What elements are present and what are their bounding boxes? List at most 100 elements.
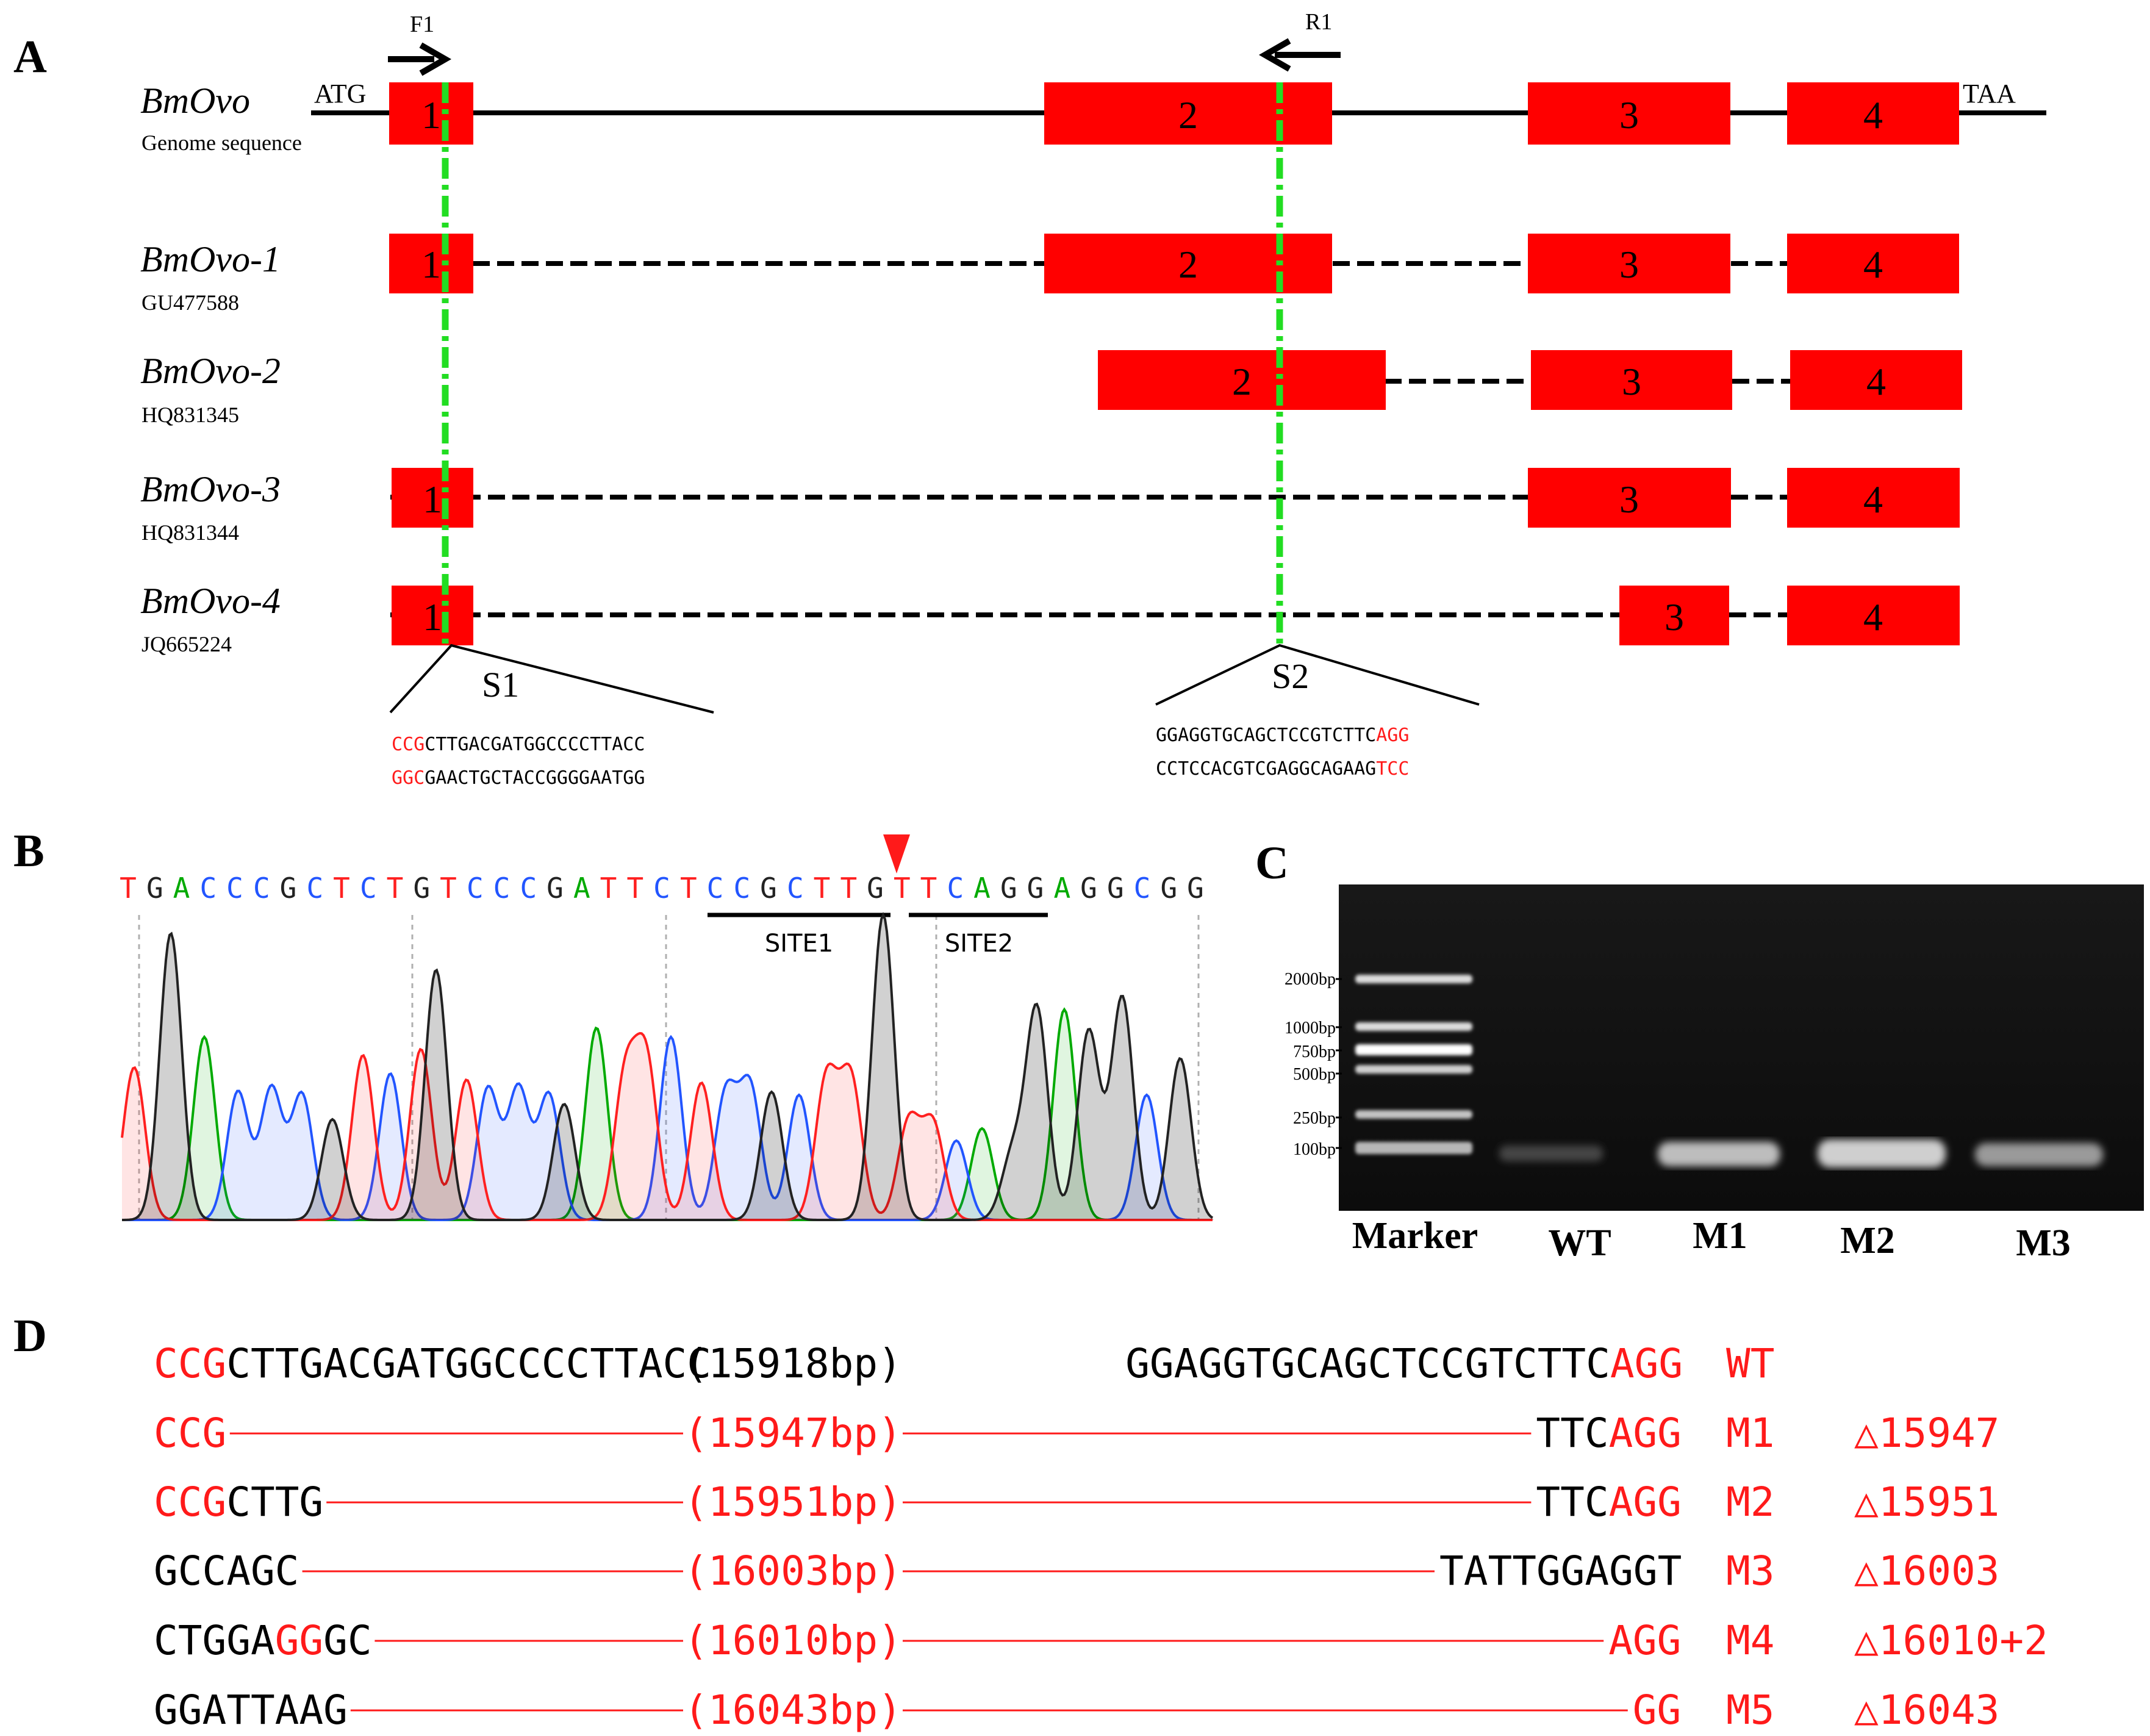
deletion-annotation: △15947	[1854, 1410, 1999, 1457]
base-letter: T	[440, 872, 457, 905]
base-letter: G	[867, 872, 884, 905]
site1-label: SITE1	[765, 930, 833, 958]
lane-label: M1	[1693, 1215, 1747, 1257]
lane-label: Marker	[1352, 1215, 1478, 1257]
allele-left-seq: CTGGAGGGC	[154, 1617, 372, 1664]
lane-label: M2	[1840, 1220, 1895, 1261]
ladder-label: 1000bp	[1285, 1019, 1336, 1038]
base-letter: G	[760, 872, 777, 905]
exon	[392, 586, 473, 645]
panel-c-label: C	[1255, 838, 1289, 889]
allele-right-seq: TTCAGG	[1536, 1410, 1681, 1457]
track-sub: Genome sequence	[142, 131, 302, 155]
ladder-label: 500bp	[1293, 1065, 1336, 1084]
base-letter: C	[707, 872, 724, 905]
exon-number: 2	[1178, 93, 1198, 137]
base-letter: C	[787, 872, 804, 905]
site2-label: SITE2	[945, 930, 1013, 958]
allele-left-seq: GGATTAAG	[154, 1687, 348, 1734]
base-letter: C	[226, 872, 243, 905]
base-letter: T	[120, 872, 137, 905]
exon	[1531, 350, 1732, 410]
base-letter: G	[1187, 872, 1204, 905]
exon	[1044, 82, 1332, 145]
start-codon-label: ATG	[314, 79, 367, 109]
base-letter: G	[146, 872, 163, 905]
deletion-alignment: CCGCTTGACGATGGCCCCTTACC(15918bp) GGAGGTGC…	[154, 1340, 2048, 1734]
ladder-band	[1355, 1110, 1472, 1119]
m2-band	[1818, 1139, 1946, 1167]
deletion-size-label: (16010bp)	[684, 1617, 902, 1664]
allele-left-seq: CCGCTTGACGATGGCCCCTTACC	[154, 1340, 711, 1387]
base-letter: T	[840, 872, 857, 905]
exon-number: 1	[421, 93, 441, 137]
base-letter: C	[199, 872, 217, 905]
lane-label: M3	[2016, 1222, 2071, 1264]
exon	[1787, 82, 1959, 145]
sample-bands	[1499, 1139, 2103, 1167]
exon-number: 3	[1619, 478, 1639, 521]
base-letter: C	[733, 872, 750, 905]
exon	[392, 468, 473, 528]
track-name: BmOvo-4	[140, 581, 281, 621]
base-letter: C	[360, 872, 377, 905]
s2-top-seq: GGAGGTGCAGCTCCGTCTTCAGG	[1156, 725, 1409, 746]
lane-label: WT	[1548, 1222, 1611, 1264]
panel-d-label: D	[13, 1310, 47, 1361]
s1-bottom-seq: GGCGAACTGCTACCGGGGAATGG	[392, 767, 645, 789]
base-letter: G	[1000, 872, 1017, 905]
base-letter: A	[973, 872, 991, 905]
m3-band	[1975, 1143, 2103, 1166]
base-letter: G	[280, 872, 297, 905]
deletion-annotation: △16010+2	[1854, 1617, 2048, 1664]
exon	[1044, 234, 1332, 293]
ladder-label: 2000bp	[1285, 970, 1336, 989]
site-label-s2: S2	[1272, 656, 1309, 696]
exon	[1619, 586, 1729, 645]
base-letter: T	[814, 872, 831, 905]
base-letter: C	[947, 872, 964, 905]
exon-number: 2	[1232, 360, 1252, 403]
exon	[1787, 586, 1960, 645]
deletion-size-label: (15951bp)	[684, 1479, 902, 1526]
chromatogram-gridlines	[138, 915, 1200, 1220]
exon	[1790, 350, 1962, 410]
ladder-band	[1355, 1022, 1472, 1031]
site-label-s1: S1	[482, 665, 519, 705]
exon	[1787, 234, 1959, 293]
ladder-ticks	[1336, 978, 1342, 1149]
ladder-bands	[1355, 975, 1472, 1154]
chromatogram-traces	[121, 911, 1214, 1221]
base-letter: A	[1053, 872, 1070, 905]
ladder-band	[1355, 1065, 1472, 1074]
base-letter: A	[573, 872, 590, 905]
track-name: BmOvo	[140, 81, 250, 121]
exon-number: 4	[1863, 595, 1883, 639]
deletion-annotation: △15951	[1854, 1479, 1999, 1526]
trace-G	[122, 911, 1214, 1221]
deletion-annotation: △16003	[1854, 1548, 1999, 1594]
stop-codon-label: TAA	[1963, 79, 2016, 109]
base-letter: G	[1107, 872, 1124, 905]
exon-number: 4	[1863, 243, 1883, 286]
primer-f1-label: F1	[410, 12, 434, 37]
base-letter: C	[1134, 872, 1151, 905]
track-name: BmOvo-3	[140, 469, 281, 509]
allele-id: M3	[1726, 1548, 1774, 1594]
panel-c: C 2000bp 1000bp 750bp 500bp 250bp 100bp	[1255, 838, 2144, 1264]
ladder-band	[1355, 975, 1472, 983]
trace-T	[121, 1031, 1213, 1221]
deletion-annotation: △16043	[1854, 1687, 1999, 1734]
deletion-size-label: (15947bp)	[684, 1410, 902, 1457]
exon	[1528, 82, 1730, 145]
exon-number: 1	[423, 595, 442, 639]
intron-dashes	[390, 261, 1790, 617]
base-letter: G	[1027, 872, 1044, 905]
panel-a-label: A	[13, 31, 47, 82]
track-name: BmOvo-1	[140, 239, 281, 279]
base-letter: T	[626, 872, 643, 905]
